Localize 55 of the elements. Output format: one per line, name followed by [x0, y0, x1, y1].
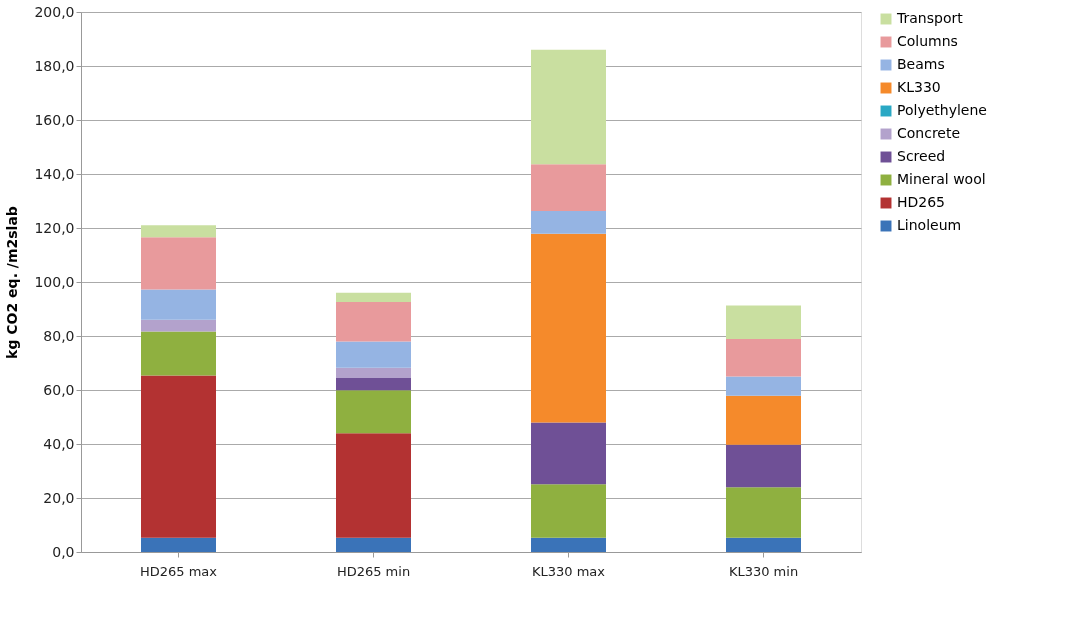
bar	[531, 484, 606, 538]
bar	[726, 305, 801, 339]
bar	[336, 292, 411, 302]
y-tick-label: 160,0	[34, 111, 75, 128]
bar	[141, 375, 216, 538]
bar	[336, 341, 411, 368]
legend-label: HD265	[897, 194, 946, 210]
bar	[726, 338, 801, 377]
legend-label: Concrete	[897, 125, 961, 141]
legend-label: Columns	[897, 33, 958, 49]
y-tick-label: 80,0	[43, 327, 75, 344]
y-tick-label: 140,0	[34, 165, 75, 182]
legend-label: Mineral wool	[897, 171, 986, 187]
y-tick-label: 180,0	[34, 57, 75, 74]
bar	[336, 301, 411, 342]
y-tick-label: 40,0	[43, 435, 75, 452]
bar	[336, 378, 411, 391]
legend-label: KL330	[897, 79, 941, 95]
bar	[726, 487, 801, 538]
x-tick-label: HD265 max	[139, 563, 218, 579]
x-tick-label: KL330 max	[531, 563, 606, 579]
bar	[336, 537, 411, 552]
legend-label: Beams	[897, 56, 945, 72]
legend-label: Transport	[896, 10, 964, 26]
bar	[141, 331, 216, 376]
y-axis-title: kg CO2 eq. /m2slab	[4, 206, 21, 359]
bar	[531, 537, 606, 552]
bar	[141, 319, 216, 332]
y-tick-label: 100,0	[34, 273, 75, 290]
bar	[141, 289, 216, 320]
legend-label: Linoleum	[897, 217, 962, 233]
bar	[141, 537, 216, 552]
y-tick-label: 60,0	[43, 381, 75, 398]
x-tick-label: HD265 min	[336, 563, 411, 579]
legend-label: Screed	[897, 148, 946, 164]
bar	[531, 49, 606, 165]
bar	[141, 225, 216, 238]
x-tick-label: KL330 min	[728, 563, 799, 579]
y-tick-label: 20,0	[43, 489, 75, 506]
y-tick-label: 120,0	[34, 219, 75, 236]
bar	[531, 164, 606, 211]
bar	[531, 422, 606, 485]
bar	[726, 444, 801, 488]
y-tick-label: 200,0	[34, 3, 75, 20]
bar	[336, 367, 411, 379]
bar	[726, 376, 801, 396]
bar	[336, 390, 411, 434]
bar	[726, 395, 801, 445]
bar	[531, 210, 606, 234]
y-tick-label: 0,0	[52, 543, 75, 560]
bar	[141, 237, 216, 290]
bar	[726, 537, 801, 552]
bar	[531, 233, 606, 423]
bar	[336, 433, 411, 538]
legend-label: Polyethylene	[897, 102, 987, 118]
